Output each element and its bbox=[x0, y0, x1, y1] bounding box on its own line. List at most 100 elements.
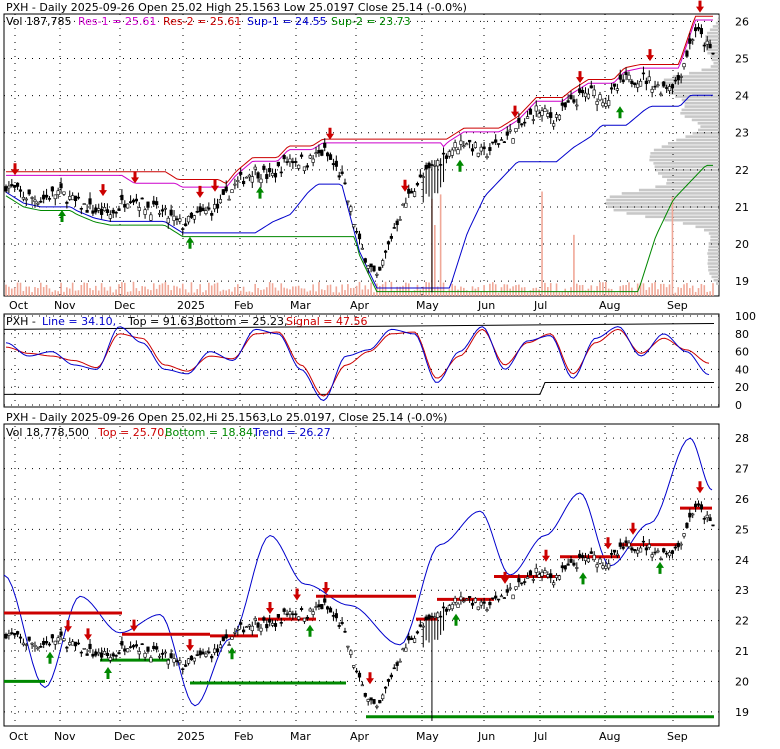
candle-body bbox=[631, 548, 634, 550]
candle-body bbox=[564, 103, 567, 107]
candle-body bbox=[694, 28, 697, 31]
volume-bar bbox=[133, 282, 135, 296]
candle-body bbox=[625, 72, 628, 74]
volume-bar bbox=[706, 292, 708, 296]
volume-bar bbox=[246, 292, 248, 296]
candle-body bbox=[34, 200, 37, 202]
candle-body bbox=[584, 93, 587, 97]
candle-body bbox=[573, 563, 576, 565]
candle-body bbox=[271, 173, 274, 175]
buy-arrow bbox=[228, 647, 236, 659]
volume-bar bbox=[115, 290, 117, 296]
candle-body bbox=[381, 261, 384, 266]
candle-body bbox=[34, 645, 37, 646]
volume-bar bbox=[211, 285, 213, 296]
trend-xtick-label: 2025 bbox=[177, 730, 205, 743]
candle-body bbox=[486, 156, 489, 157]
volume-bar bbox=[237, 284, 239, 296]
price-panel-frame bbox=[4, 14, 719, 296]
volume-bar bbox=[506, 285, 508, 296]
candle-body bbox=[66, 647, 69, 648]
trend-ytick-label: 26 bbox=[735, 493, 749, 506]
candle-body bbox=[274, 173, 277, 177]
candle-body bbox=[83, 648, 86, 649]
candle-body bbox=[576, 105, 579, 106]
candle-body bbox=[8, 634, 11, 636]
volume-profile-bar bbox=[710, 55, 719, 58]
candle-body bbox=[242, 181, 245, 184]
volume-bar bbox=[608, 289, 610, 296]
volume-bar bbox=[98, 291, 100, 296]
volume-profile-bar bbox=[639, 189, 719, 192]
candle-body bbox=[587, 94, 590, 98]
candle-body bbox=[662, 548, 665, 552]
candle-body bbox=[422, 177, 425, 178]
candle-body bbox=[689, 513, 692, 517]
candle-body bbox=[549, 112, 552, 117]
candle-body bbox=[155, 201, 158, 204]
candle-body bbox=[344, 183, 347, 184]
candle-body bbox=[323, 143, 326, 147]
volume-bar bbox=[336, 286, 338, 296]
price-panel-vol: Vol 187,785 bbox=[6, 15, 71, 28]
candle-body bbox=[164, 208, 167, 209]
volume-bar bbox=[112, 292, 114, 296]
volume-bar bbox=[28, 287, 30, 296]
candle-body bbox=[578, 89, 581, 93]
candle-body bbox=[390, 675, 393, 677]
volume-profile-bar bbox=[606, 199, 719, 202]
candle-body bbox=[668, 552, 671, 555]
volume-bar bbox=[304, 289, 306, 296]
candle-body bbox=[158, 656, 161, 657]
volume-bar bbox=[324, 290, 326, 296]
volume-bar bbox=[66, 287, 68, 296]
candle-body bbox=[399, 661, 402, 662]
candle-body bbox=[648, 77, 651, 81]
candle-body bbox=[181, 229, 184, 230]
candle-body bbox=[425, 165, 428, 169]
candle-body bbox=[315, 153, 318, 154]
candle-body bbox=[407, 189, 410, 193]
candle-body bbox=[364, 693, 367, 696]
candle-body bbox=[509, 588, 512, 589]
candle-body bbox=[147, 647, 150, 652]
candle-body bbox=[619, 75, 622, 79]
volume-bar bbox=[298, 286, 300, 296]
candle-body bbox=[289, 612, 292, 614]
price-panel-title: PXH - Daily 2025-09-26 Open 25.02 High 2… bbox=[6, 1, 467, 14]
candle-body bbox=[474, 598, 477, 602]
legend-bottom: Bottom = 18.84, bbox=[165, 426, 257, 439]
volume-bar bbox=[43, 287, 45, 296]
volume-bar bbox=[576, 284, 578, 296]
candle-body bbox=[573, 100, 576, 103]
candle-body bbox=[677, 543, 680, 547]
candle-body bbox=[179, 219, 182, 222]
candle-body bbox=[535, 568, 538, 572]
candle-body bbox=[321, 604, 324, 609]
candle-body bbox=[654, 552, 657, 553]
volume-profile-bar bbox=[702, 69, 719, 72]
candle-body bbox=[410, 191, 413, 193]
candle-body bbox=[555, 575, 558, 577]
candle-body bbox=[520, 124, 523, 125]
candle-body bbox=[150, 215, 153, 220]
candle-body bbox=[283, 155, 286, 158]
candle-body bbox=[680, 76, 683, 77]
volume-bar bbox=[144, 287, 146, 296]
candle-body bbox=[709, 44, 712, 48]
sell-arrow bbox=[211, 180, 219, 192]
candle-body bbox=[448, 152, 451, 157]
volume-bar bbox=[379, 286, 381, 296]
volume-bar bbox=[651, 283, 653, 296]
volume-profile-bar bbox=[655, 169, 719, 172]
buy-arrow bbox=[579, 572, 587, 584]
volume-bar bbox=[611, 289, 613, 296]
volume-bar bbox=[518, 285, 520, 296]
candle-body bbox=[636, 84, 639, 88]
volume-bar bbox=[582, 285, 584, 296]
candle-body bbox=[135, 645, 138, 647]
volume-bar bbox=[440, 194, 442, 296]
candle-body bbox=[306, 617, 309, 618]
candle-body bbox=[318, 605, 321, 607]
candle-body bbox=[132, 645, 135, 647]
